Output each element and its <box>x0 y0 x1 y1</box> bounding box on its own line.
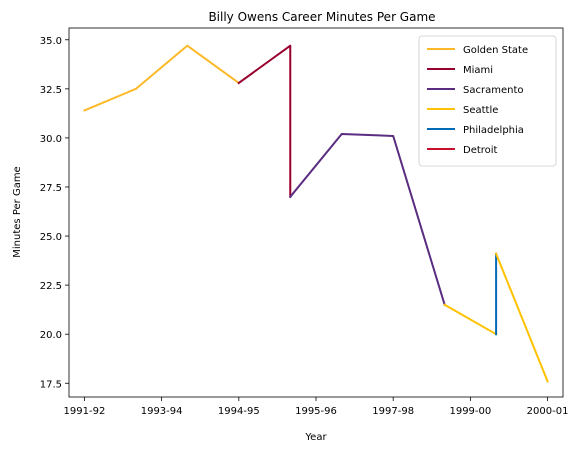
legend-label: Sacramento <box>463 85 523 96</box>
x-tick-label: 1997-98 <box>372 406 414 417</box>
legend-label: Golden State <box>463 45 528 56</box>
x-axis: 1991-92 1993-94 1994-95 1995-96 1997-98 1999-… <box>64 397 569 417</box>
y-tick-label: 35.0 <box>40 36 62 47</box>
y-axis: 17.5 20.0 22.5 25.0 27.5 30.0 32.5 35.0 <box>40 36 69 390</box>
series-line-golden-state-0 <box>83 44 241 112</box>
y-tick-label: 22.5 <box>40 281 62 292</box>
y-tick-label: 32.5 <box>40 85 62 96</box>
series-line-miami-1 <box>237 44 292 198</box>
x-tick-label: 1994-95 <box>218 406 260 417</box>
legend-label: Detroit <box>463 145 498 156</box>
chart-title: Billy Owens Career Minutes Per Game <box>208 10 435 24</box>
plot-area <box>83 44 549 383</box>
y-tick-label: 27.5 <box>40 183 62 194</box>
x-tick-label: 2000-01 <box>527 406 569 417</box>
y-tick-label: 20.0 <box>40 330 62 341</box>
legend: Golden State Miami Sacramento Seattle Philad… <box>418 35 557 167</box>
y-axis-label: Minutes Per Game <box>12 166 23 257</box>
series-line-seattle-5 <box>494 252 549 383</box>
legend-label: Miami <box>463 65 493 76</box>
legend-label: Seattle <box>463 105 498 116</box>
x-tick-label: 1993-94 <box>141 406 183 417</box>
x-tick-label: 1995-96 <box>295 406 337 417</box>
x-axis-label: Year <box>304 432 327 443</box>
legend-label: Philadelphia <box>463 125 524 136</box>
series-line-sacramento-2 <box>288 132 446 306</box>
y-tick-label: 17.5 <box>40 379 62 390</box>
y-tick-label: 25.0 <box>40 232 62 243</box>
x-tick-label: 1999-00 <box>449 406 491 417</box>
x-tick-label: 1991-92 <box>64 406 106 417</box>
series-line-seattle-3 <box>443 303 498 336</box>
y-tick-label: 30.0 <box>40 134 62 145</box>
